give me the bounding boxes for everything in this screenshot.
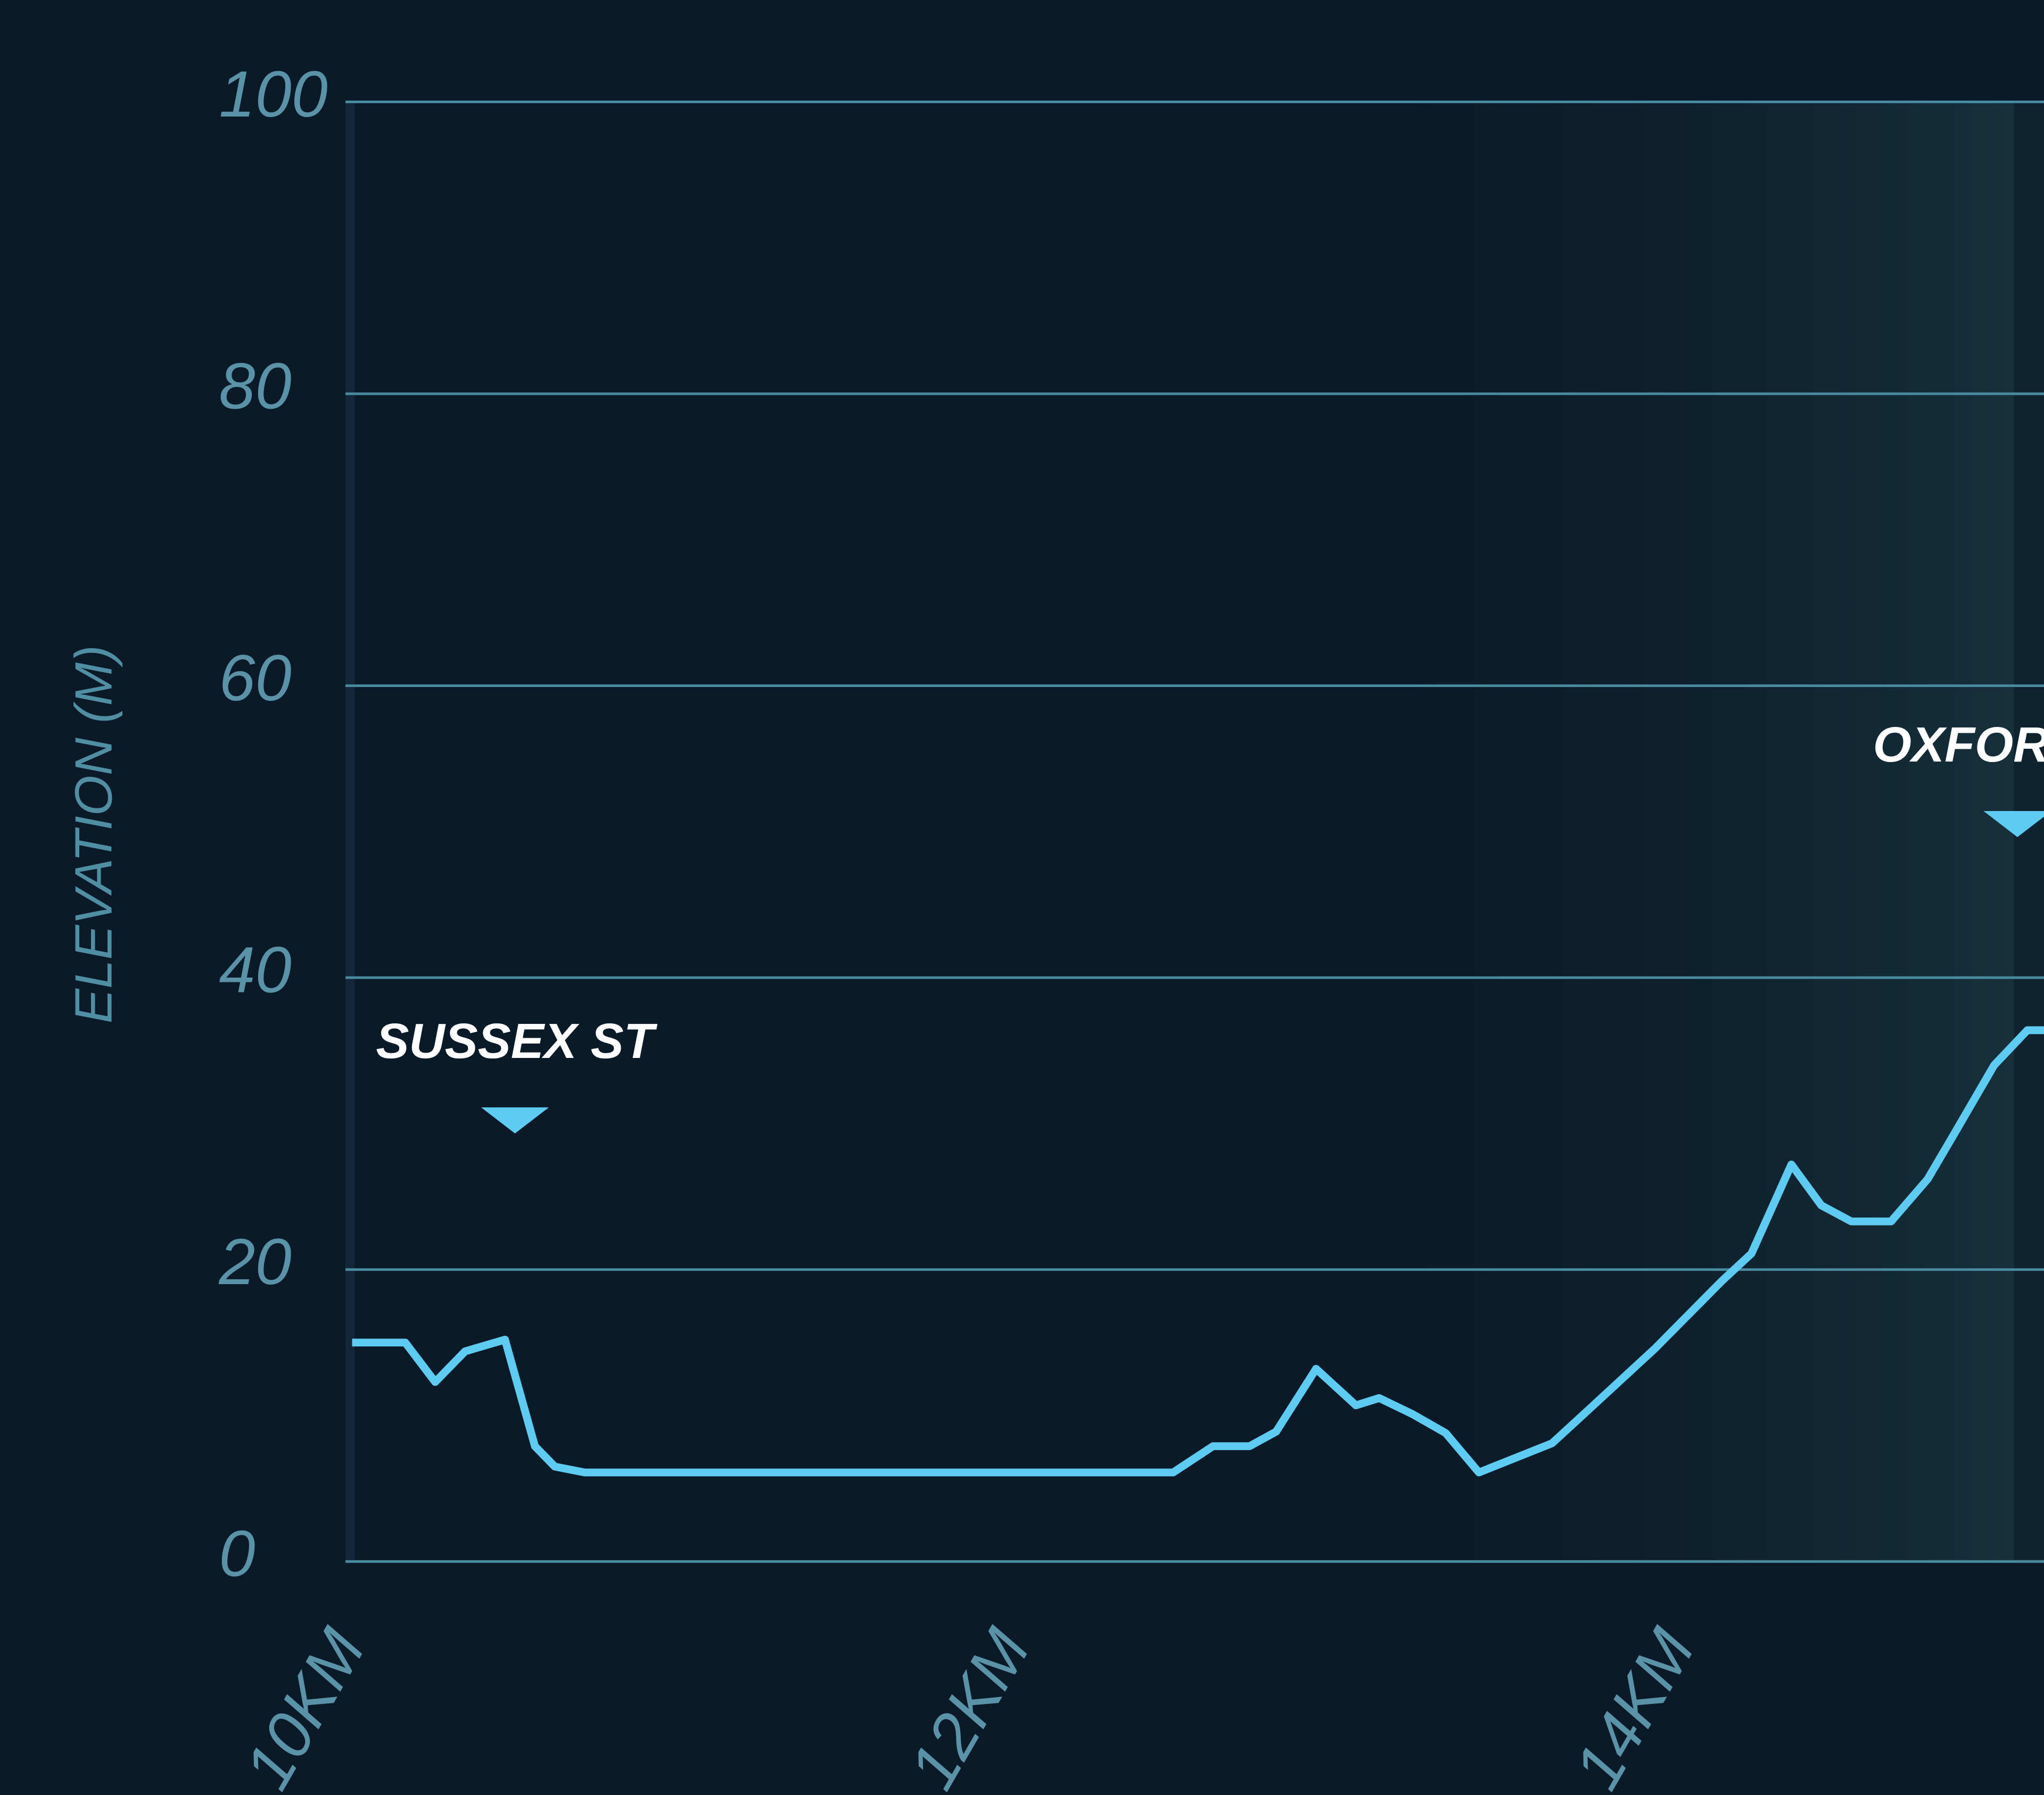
elevation-line (352, 1026, 2044, 1477)
y-tick-label: 40 (219, 933, 291, 1006)
y-tick-label: 20 (218, 1225, 291, 1298)
y-tick-label: 80 (219, 349, 291, 422)
annotation-marker (481, 1107, 549, 1134)
y-axis-title: ELEVATION (M) (64, 645, 123, 1023)
y-tick-label: 100 (219, 57, 327, 130)
left-edge (345, 102, 355, 1562)
y-tick-label: 0 (219, 1517, 255, 1590)
annotation-label: SUSSEX ST (376, 1013, 657, 1069)
annotation-label: OXFORD ST (1873, 717, 2044, 772)
shaded-band (1303, 102, 2014, 1562)
y-tick-label: 60 (219, 641, 291, 714)
annotation-marker (1983, 811, 2044, 838)
